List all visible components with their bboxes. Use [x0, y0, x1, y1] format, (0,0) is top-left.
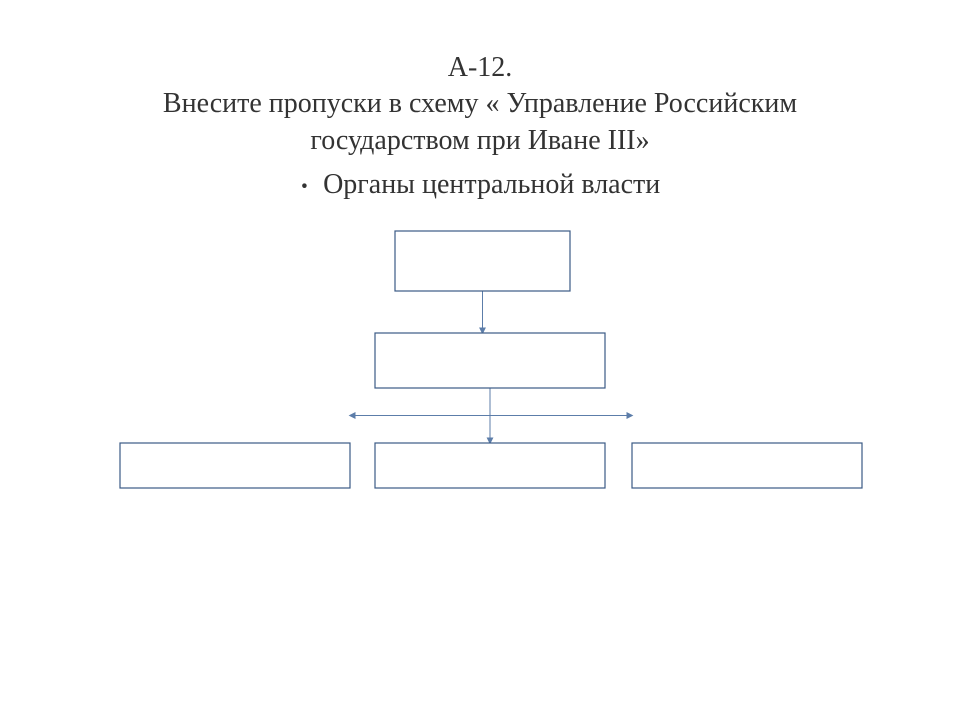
title-line-1: А-12. [0, 50, 960, 86]
node-top [395, 231, 570, 291]
subtitle-text: Органы центральной власти [300, 169, 661, 200]
node-left [120, 443, 350, 488]
subtitle: Органы центральной власти [0, 169, 960, 203]
org-chart-diagram [0, 203, 960, 703]
node-right [632, 443, 862, 488]
title-line-2: Внесите пропуски в схему « Управление Ро… [0, 86, 960, 122]
node-center [375, 443, 605, 488]
title-line-3: государством при Иване III» [0, 123, 960, 159]
node-mid [375, 333, 605, 388]
slide-title: А-12. Внесите пропуски в схему « Управле… [0, 0, 960, 159]
